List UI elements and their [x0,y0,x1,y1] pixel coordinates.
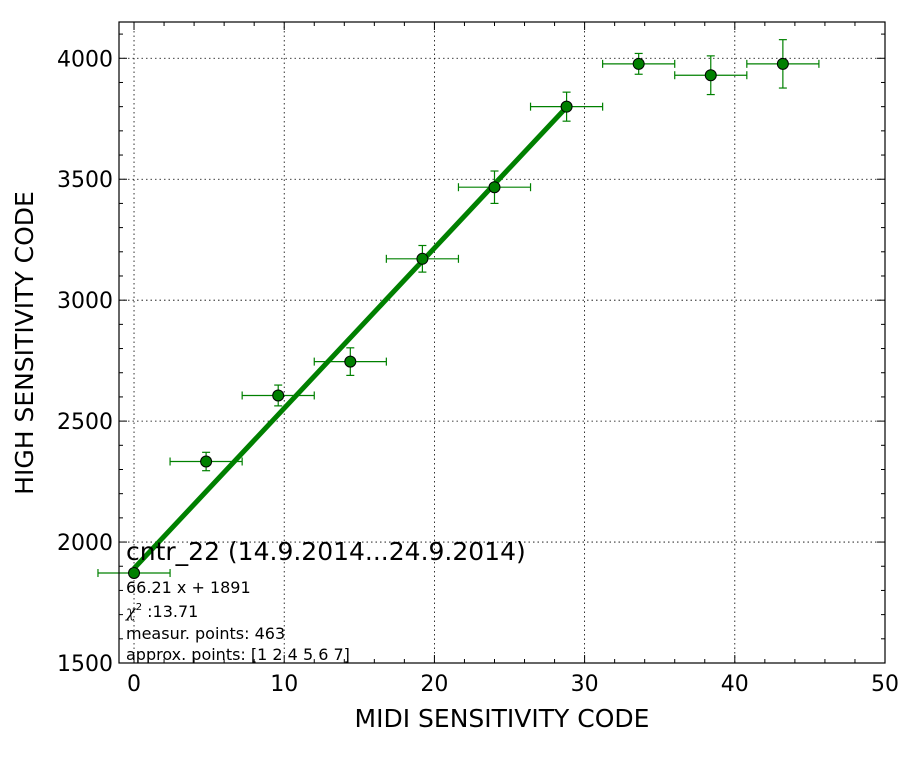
y-tick-label: 3000 [57,289,113,314]
x-tick-labels: 0 10 20 30 40 50 [127,672,899,697]
y-tick-label: 1500 [57,652,113,677]
data-point [344,355,357,368]
y-tick-label: 2000 [57,531,113,556]
chi-superscript: 2 [136,602,142,613]
fit-line [132,105,569,571]
data-point [272,389,285,402]
x-tick-label: 40 [721,672,749,697]
y-tick-label: 3500 [57,168,113,193]
y-tick-labels: 1500 2000 2500 3000 3500 4000 [57,47,113,677]
x-axis-label: MIDI SENSITIVITY CODE [355,704,650,733]
y-tick-label: 2500 [57,410,113,435]
annotation-title: cntr_22 (14.9.2014...24.9.2014) [126,537,526,566]
grid [119,22,885,663]
data-point [488,181,501,194]
data-point [776,57,789,70]
y-tick-label: 4000 [57,47,113,72]
chi-symbol: χ [125,602,137,621]
data-point [200,455,213,468]
annotation: cntr_22 (14.9.2014...24.9.2014) 66.21 x … [125,537,526,664]
x-tick-label: 20 [420,672,448,697]
data-point [560,100,573,113]
data-point [704,69,717,82]
data-point [416,252,429,265]
annotation-approx-points: approx. points: [1 2 4 5 6 7] [126,645,350,664]
annotation-equation: 66.21 x + 1891 [126,578,251,597]
y-axis-label: HIGH SENSITIVITY CODE [10,191,39,495]
error-bars [97,39,820,578]
chi-value: :13.71 [142,602,198,621]
x-tick-label: 0 [127,672,141,697]
data-point [128,567,141,580]
data-points [128,57,789,580]
axis-ticks [119,22,886,664]
x-tick-label: 30 [571,672,599,697]
annotation-chi2: χ2 :13.71 [125,602,198,621]
annotation-measur-points: measur. points: 463 [126,624,285,643]
data-point [632,57,645,70]
fit-line-group [132,105,569,571]
plot-frame [118,21,886,664]
x-tick-label: 50 [871,672,899,697]
x-tick-label: 10 [270,672,298,697]
